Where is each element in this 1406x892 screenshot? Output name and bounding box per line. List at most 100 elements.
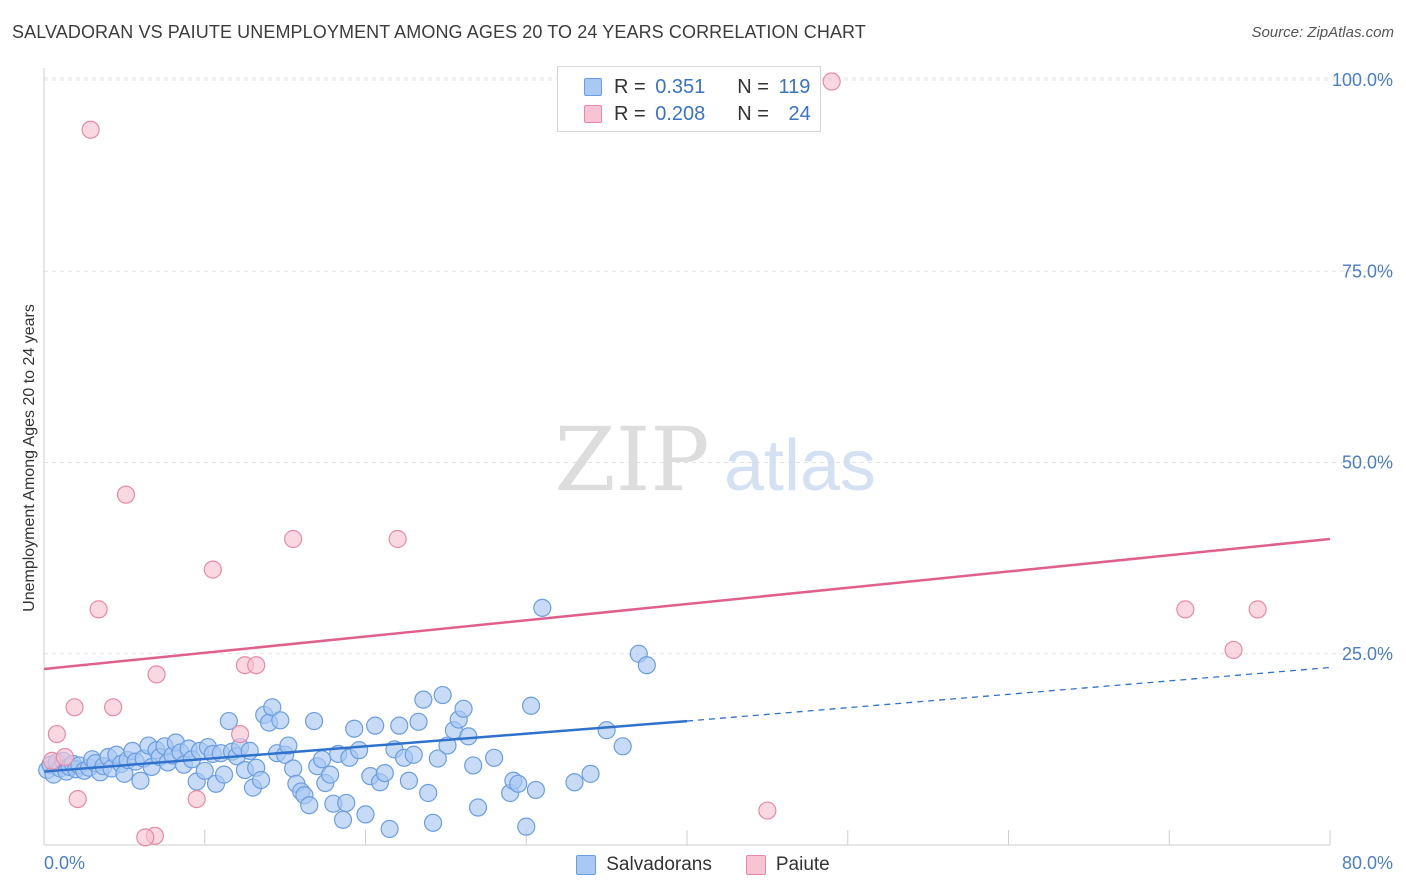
- paiute-point: [247, 656, 266, 675]
- salvadoran-point: [414, 690, 433, 709]
- watermark-atlas: atlas: [724, 426, 876, 506]
- salvadoran-point: [428, 749, 447, 768]
- paiute-point: [89, 600, 108, 619]
- paiute-point: [147, 665, 166, 684]
- salvadoran-point: [312, 750, 332, 769]
- salvadoran-point: [349, 741, 369, 760]
- salvadoran-point: [321, 765, 340, 784]
- salvadoran-point: [271, 711, 290, 730]
- bottom-legend: Salvadorans Paiute: [0, 851, 1406, 879]
- legend-n-label: N =: [737, 75, 769, 98]
- salvadoran-point: [565, 773, 584, 792]
- salvadoran-point: [533, 598, 552, 617]
- salvadoran-point: [390, 716, 409, 735]
- salvadoran-point: [521, 696, 541, 715]
- legend-r-label: R =: [614, 75, 646, 98]
- paiute-point: [55, 747, 74, 767]
- salvadoran-point: [419, 783, 438, 803]
- salvadoran-point: [637, 656, 656, 675]
- salvadoran-point: [464, 756, 483, 775]
- salvadoran-point: [404, 745, 423, 764]
- salvadoran-point: [399, 771, 419, 790]
- salvadoran-point: [131, 771, 150, 790]
- paiute-point: [81, 120, 100, 139]
- paiute-point: [1176, 600, 1195, 619]
- salvadoran-point: [356, 805, 375, 824]
- salvadoran-trend-extension: [686, 666, 1331, 722]
- trend-lines: [43, 537, 1331, 773]
- salvadoran-point: [613, 737, 632, 756]
- paiute-trend-line: [43, 537, 1331, 671]
- paiute-point: [388, 529, 407, 549]
- salvadoran-point: [300, 796, 319, 815]
- salvadoran-point: [597, 721, 616, 740]
- y-tick-label: 25.0%: [1342, 644, 1393, 664]
- salvadoran-point: [509, 774, 528, 793]
- bottom-legend-salvadorans: Salvadorans: [576, 854, 712, 876]
- salvadoran-point: [423, 813, 443, 832]
- salvadoran-point: [581, 764, 600, 783]
- bottom-legend-swatch-paiute: [745, 855, 766, 875]
- salvadoran-point: [284, 759, 303, 778]
- paiute-point: [136, 828, 155, 847]
- legend-r-label: R =: [614, 102, 646, 125]
- salvadoran-point: [454, 699, 473, 718]
- legend-row-paiute: R = 0.208 N = 24: [584, 101, 811, 127]
- legend-n-value: 24: [788, 102, 811, 125]
- x-tick-label: 0.0%: [44, 853, 85, 873]
- salvadoran-point: [485, 748, 504, 767]
- paiute-point: [822, 72, 841, 91]
- salvadoran-point: [409, 712, 428, 731]
- paiute-point: [187, 789, 206, 809]
- bottom-legend-label: Paiute: [775, 854, 830, 875]
- paiute-point: [284, 529, 303, 549]
- salvadoran-point: [304, 711, 324, 731]
- legend-swatch-paiute: [584, 105, 602, 123]
- paiute-point: [1224, 640, 1243, 660]
- tick-labels: 25.0% 50.0% 75.0% 100.0% 0.0% 80.0%: [44, 70, 1393, 873]
- salvadoran-point: [459, 727, 478, 746]
- bottom-legend-label: Salvadorans: [606, 854, 712, 875]
- salvadoran-point: [375, 763, 394, 783]
- x-tick-label: 80.0%: [1342, 853, 1393, 873]
- salvadoran-point: [345, 719, 364, 738]
- paiute-point: [47, 724, 66, 744]
- salvadoran-point: [333, 810, 353, 829]
- salvadoran-point: [380, 819, 399, 839]
- salvadoran-point: [433, 685, 452, 705]
- paiute-point: [231, 724, 250, 744]
- salvadoran-point: [214, 765, 234, 784]
- salvadoran-point: [526, 780, 545, 800]
- legend-n-label: N =: [737, 102, 769, 125]
- data-points: [38, 72, 1267, 847]
- salvadoran-point: [195, 761, 214, 780]
- axes: [43, 68, 1331, 846]
- y-tick-label: 50.0%: [1342, 453, 1393, 473]
- salvadoran-point: [337, 793, 356, 813]
- salvadoran-trend-line: [43, 719, 688, 773]
- y-tick-label: 100.0%: [1332, 70, 1393, 90]
- paiute-point: [65, 698, 84, 717]
- salvadoran-point: [366, 716, 385, 735]
- paiute-point: [203, 560, 222, 579]
- chart-title: SALVADORAN VS PAIUTE UNEMPLOYMENT AMONG …: [12, 22, 866, 42]
- source-label: Source: ZipAtlas.com: [1251, 24, 1394, 41]
- paiute-point: [758, 801, 777, 820]
- salvadoran-point: [251, 770, 271, 790]
- paiute-point: [116, 485, 136, 504]
- watermark-zip: ZIP: [554, 408, 709, 511]
- bottom-legend-swatch-salvadorans: [576, 855, 597, 875]
- paiute-point: [104, 698, 123, 717]
- salvadoran-point: [263, 698, 282, 717]
- bottom-legend-paiute: Paiute: [745, 854, 830, 876]
- paiute-point: [1248, 600, 1267, 619]
- legend-n-value: 119: [778, 75, 811, 98]
- grid-lines: [44, 77, 1390, 655]
- legend: R = 0.351 N = 119 R = 0.208 N = 24: [557, 66, 821, 132]
- y-tick-label: 75.0%: [1342, 261, 1393, 281]
- legend-swatch-salvadorans: [584, 78, 602, 96]
- legend-r-value: 0.208: [655, 102, 706, 125]
- y-axis-label: Unemployment Among Ages 20 to 24 years: [21, 304, 38, 612]
- salvadoran-point: [517, 817, 536, 836]
